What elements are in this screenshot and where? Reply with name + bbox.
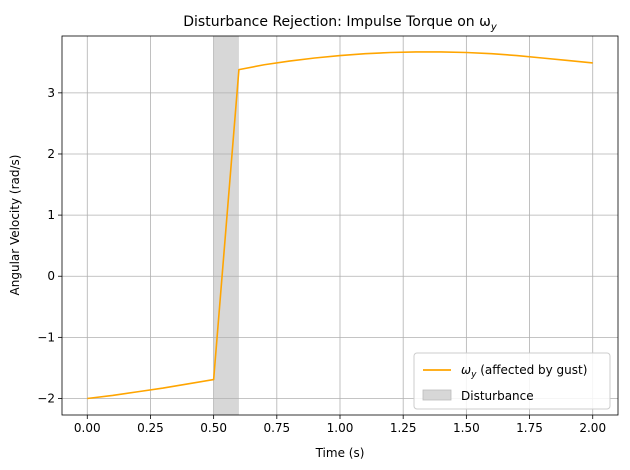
y-axis-label: Angular Velocity (rad/s) xyxy=(8,155,22,296)
legend-box xyxy=(413,352,611,410)
x-tick-label: 1.00 xyxy=(327,421,354,435)
legend-patch-swatch xyxy=(422,389,452,401)
series-layer xyxy=(87,51,593,400)
x-tick-label: 1.75 xyxy=(516,421,543,435)
y-tick-label: 0 xyxy=(47,269,55,283)
y-tick-label: −1 xyxy=(37,330,55,344)
grid-layer xyxy=(62,36,618,415)
y-tick-label: 3 xyxy=(47,86,55,100)
chart-title: Disturbance Rejection: Impulse Torque on… xyxy=(183,14,498,33)
x-axis-label: Time (s) xyxy=(315,446,365,460)
series-line-omega-y xyxy=(87,51,593,400)
legend: ωy (affected by gust) Disturbance xyxy=(413,352,611,410)
legend-entry-series: ωy (affected by gust) xyxy=(461,363,587,380)
y-tick-label: 1 xyxy=(47,208,55,222)
x-tick-label: 0.00 xyxy=(74,421,101,435)
x-tick-label: 0.25 xyxy=(137,421,164,435)
x-tick-label: 1.25 xyxy=(390,421,417,435)
tick-layer: 0.00 0.25 0.50 0.75 1.00 1.25 1.50 1.75 2.00 −2 −1… xyxy=(37,86,606,435)
x-tick-label: 0.50 xyxy=(200,421,227,435)
y-tick-label: −2 xyxy=(37,391,55,405)
y-tick-label: 2 xyxy=(47,147,55,161)
x-tick-label: 2.00 xyxy=(579,421,606,435)
legend-entry-disturbance: Disturbance xyxy=(461,389,534,403)
x-tick-label: 0.75 xyxy=(263,421,290,435)
x-tick-label: 1.50 xyxy=(453,421,480,435)
